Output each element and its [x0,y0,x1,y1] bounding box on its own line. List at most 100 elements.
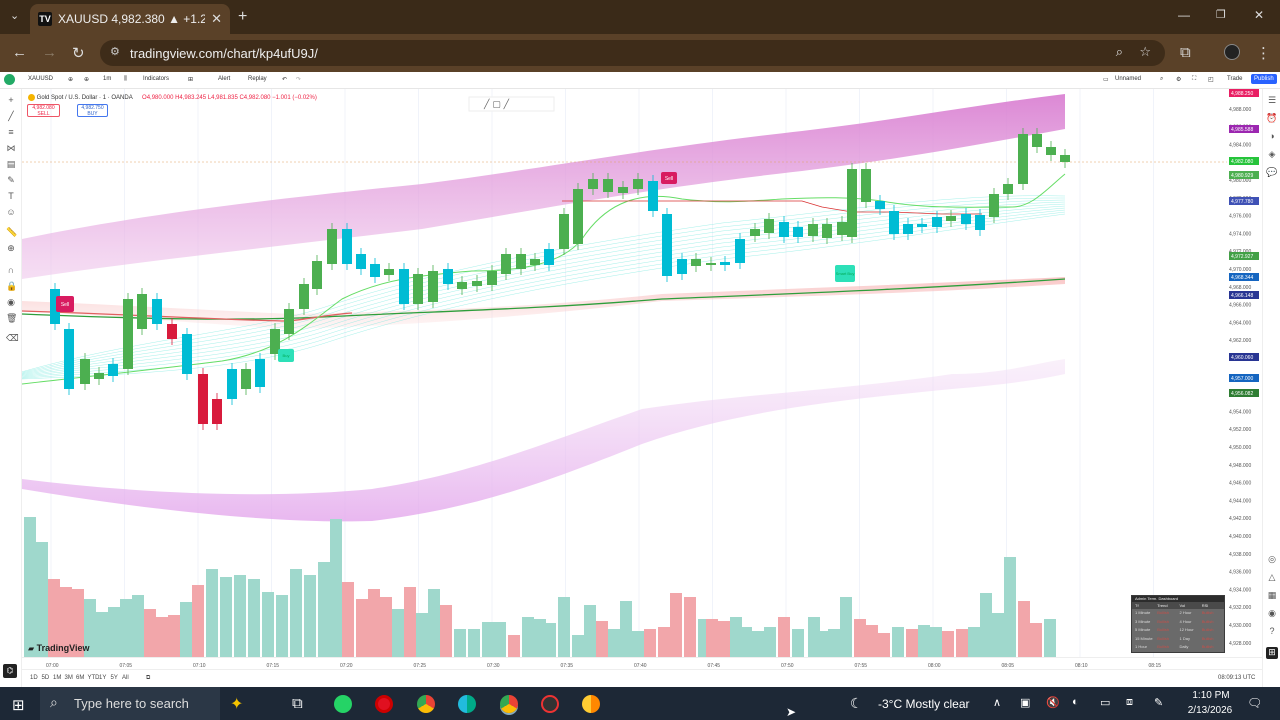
task-view-icon[interactable]: ⧉ [292,695,303,712]
buy-signal-box-1[interactable] [835,265,855,282]
edge-tray-icon[interactable]: ◐ [1072,696,1079,708]
sell-signal-box-2[interactable] [661,172,677,184]
copilot-sparkle-icon[interactable]: ✦ [230,696,244,713]
watchlist-icon[interactable]: ☰ [1267,95,1277,105]
menu-kebab-icon[interactable]: ⋮ [1256,45,1271,62]
volume-muted-icon[interactable]: 🔇 [1046,697,1060,709]
user-avatar[interactable] [4,74,15,85]
target-icon[interactable]: ◎ [1268,554,1276,564]
buy-button[interactable]: 4,982.750 BUY [77,104,108,117]
range-button[interactable]: 3M [64,675,73,681]
object-tree-icon[interactable]: ⌬ [3,664,17,678]
whatsapp-icon[interactable] [334,695,352,713]
range-button[interactable]: YTD [87,675,100,681]
extensions-icon[interactable]: ⧉ [1180,44,1191,61]
snapshot-icon[interactable]: ◰ [1208,77,1214,83]
replay-button[interactable]: Replay [248,76,267,82]
layout-icon[interactable]: ▭ [1103,77,1109,83]
network-icon[interactable]: ⧈ [1126,696,1133,708]
podcast-icon[interactable]: ◉ [1268,608,1276,618]
range-button[interactable]: 1M [53,675,62,681]
sell-button[interactable]: 4,982.080 SELL [27,104,60,117]
range-button[interactable]: 5D [41,675,50,681]
settings-icon[interactable]: ⚙ [1176,77,1182,83]
price-axis[interactable]: 4,990.0004,988.0004,986.0004,984.0004,98… [1227,89,1262,665]
symbol-search[interactable]: XAUUSD [28,76,54,82]
pattern-icon[interactable]: ⋈ [6,143,16,153]
chrome-icon[interactable] [417,695,435,713]
utc-clock[interactable]: 08:09:13 UTC [1218,675,1256,681]
data-window-icon[interactable]: ◑ [1269,131,1275,141]
range-button[interactable]: 5Y [110,675,118,681]
forward-icon[interactable]: → [42,44,57,61]
range-button[interactable]: 6M [76,675,85,681]
taskbar-date[interactable]: 2/13/2026 [1187,705,1233,716]
help-icon[interactable]: ? [1269,626,1275,636]
trade-button[interactable]: Trade [1227,76,1243,82]
floating-drawing-toolbar[interactable]: ╱ ▢ ╱ [468,96,555,112]
new-tab-button[interactable]: + [238,8,248,25]
chat-icon[interactable]: 💬 [1266,167,1278,177]
close-window-icon[interactable]: ✕ [1254,8,1265,22]
back-icon[interactable]: ← [12,44,27,61]
templates-icon[interactable]: ⊞ [188,77,194,83]
magnet-icon[interactable]: ∩ [7,265,15,275]
buy-signal-box-2[interactable] [278,349,294,362]
eye-icon[interactable]: ◉ [7,297,15,307]
text-icon[interactable]: T [8,191,14,201]
edge-icon[interactable] [458,695,476,713]
calendar-icon[interactable]: ▦ [1267,590,1277,600]
maximize-icon[interactable]: ❐ [1216,9,1226,21]
minimize-icon[interactable]: — [1178,8,1190,22]
chrome-active-icon[interactable] [500,695,518,713]
fib-icon[interactable]: ≡ [8,127,14,137]
brush-icon[interactable]: ✎ [7,175,15,185]
close-tab-icon[interactable]: ✕ [211,11,222,26]
chart-type-icon[interactable]: ⫼ [124,76,127,82]
sell-signal-box-1[interactable] [56,296,74,312]
undo-icon[interactable]: ↶ [282,77,288,83]
range-button[interactable]: 1D [30,675,38,681]
display-icon[interactable]: ▭ [1100,697,1111,709]
symbol-title[interactable]: Gold Spot / U.S. Dollar · 1 · OANDA [36,95,133,102]
weather-text[interactable]: -3°C Mostly clear [878,697,970,711]
add-symbol-icon[interactable]: ⊕ [68,77,74,83]
trendline-icon[interactable]: ╱ [8,111,14,121]
range-button[interactable]: All [122,675,129,681]
grid-apps-icon[interactable]: ⊞ [1266,647,1278,659]
lock-icon[interactable]: 🔒 [6,281,18,291]
indicators-button[interactable]: Indicators [143,76,170,82]
quick-search-icon[interactable]: ⌕ [1160,76,1164,82]
zoom-icon[interactable]: ⌕ [1115,44,1123,59]
trash-2-icon[interactable]: ⌫ [6,333,19,343]
bookmark-star-icon[interactable]: ☆ [1139,44,1151,59]
interval-selector[interactable]: 1m [103,76,112,82]
crosshair-icon[interactable]: + [8,95,14,105]
reload-icon[interactable]: ↻ [72,45,85,62]
taskbar-search-input[interactable]: ⌕ Type here to search [40,687,220,720]
notifications-icon[interactable]: 🗨 [1247,696,1263,710]
weather-moon-icon[interactable]: ☾ [850,695,863,711]
tray-chevron-icon[interactable]: ∧ [993,697,1002,709]
trash-icon[interactable]: 🗑 [6,313,18,323]
browser-tab[interactable]: TV XAUUSD 4,982.380 ▲ +1.23% U ✕ [30,4,230,34]
zoom-in-icon[interactable]: ⊕ [7,243,15,253]
fullscreen-icon[interactable]: ⛶ [1192,76,1197,82]
pen-icon[interactable]: ✎ [1154,697,1164,709]
profile-avatar[interactable] [1224,44,1240,60]
chrome-canary-icon[interactable] [582,695,600,713]
compare-icon[interactable]: ⊕ [84,77,90,83]
range-button[interactable]: 1Y [99,675,107,681]
chart-pane[interactable]: Sell Sell Smart Buy Buy ╱ ▢ ╱ [21,89,1227,657]
ruler-icon[interactable]: 📏 [6,227,18,237]
goto-date-icon[interactable]: ⧉ [146,675,151,681]
windows-start-icon[interactable]: ⊞ [12,697,25,714]
url-input[interactable]: ⚙ tradingview.com/chart/kp4ufU9J/ ⌕ ☆ [100,40,1165,66]
alert-button[interactable]: Alert [218,76,231,82]
bell-icon[interactable]: △ [1268,572,1276,582]
redo-icon[interactable]: ↷ [296,77,302,83]
layers-icon[interactable]: ◈ [1268,149,1276,159]
emoji-icon[interactable]: ☺ [6,207,16,217]
publish-button[interactable]: Publish [1251,74,1277,84]
time-axis[interactable]: 07:00 07:05 07:10 07:15 07:20 07:25 07:30 07:35… [22,657,1262,669]
